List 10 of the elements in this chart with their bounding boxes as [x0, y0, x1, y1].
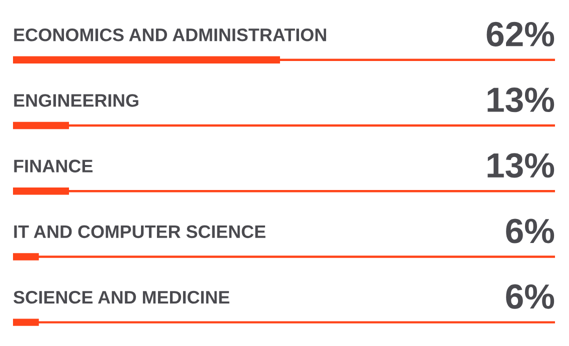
- y-tick-label: FINANCE: [14, 160, 93, 172]
- y-tick-label: IT AND COMPUTER SCIENCE: [14, 225, 266, 238]
- data-label: 6%: [506, 218, 554, 244]
- y-tick-label: ECONOMICS AND ADMINISTRATION: [14, 28, 326, 42]
- data-label: 6%: [506, 284, 554, 309]
- y-tick-label: ENGINEERING: [14, 94, 138, 107]
- data-label: 13%: [488, 153, 554, 178]
- y-tick-label: SCIENCE AND MEDICINE: [14, 290, 230, 304]
- data-label: 13%: [488, 88, 554, 112]
- data-label: 62%: [486, 22, 554, 46]
